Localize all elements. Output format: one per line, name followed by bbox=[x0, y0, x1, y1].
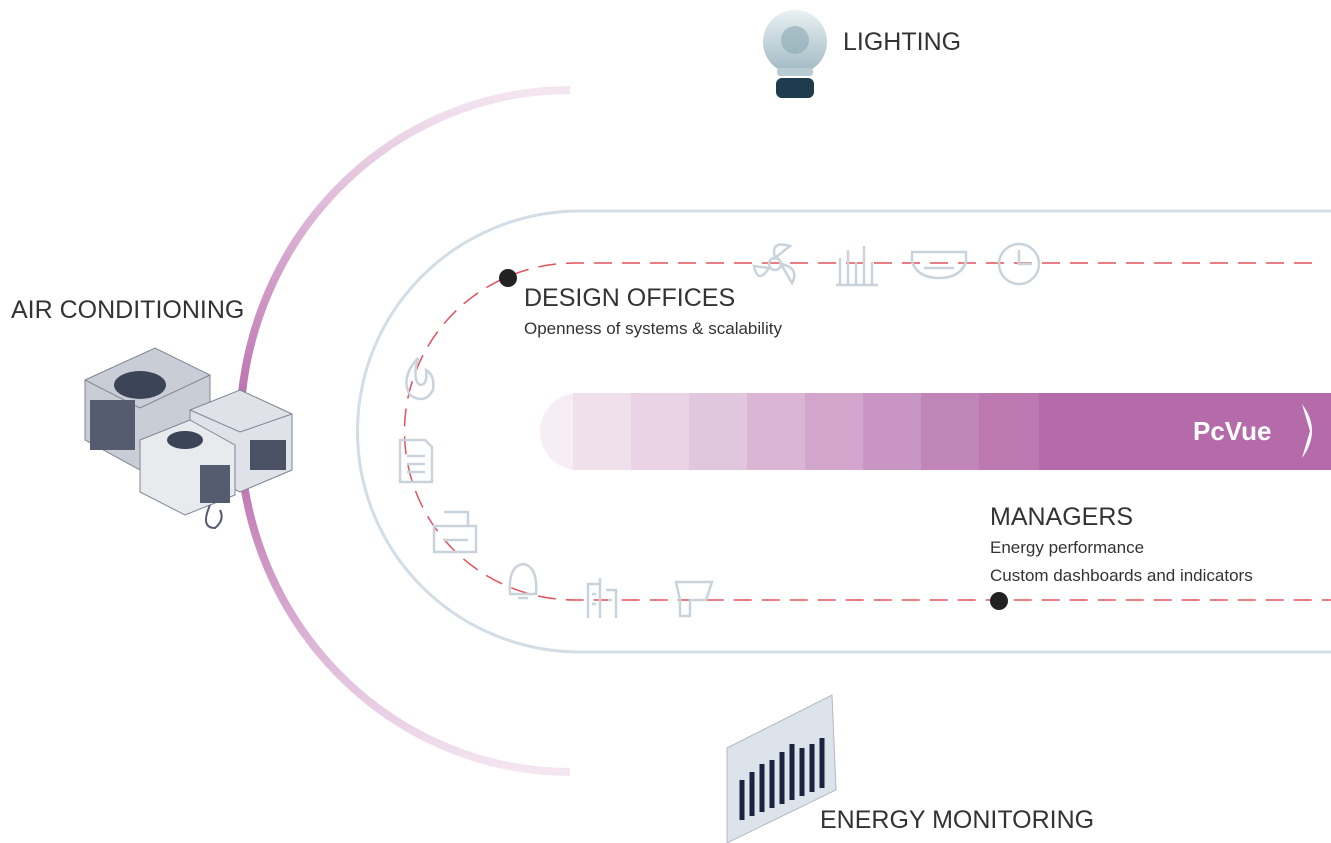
design-offices-title: DESIGN OFFICES bbox=[524, 284, 735, 312]
ac-title: AIR CONDITIONING bbox=[11, 296, 244, 324]
diagram: PcVue LIGHTING AI bbox=[0, 0, 1331, 843]
ac-icon bbox=[85, 348, 292, 528]
dot bbox=[499, 269, 517, 287]
dot bbox=[990, 592, 1008, 610]
managers-line: Energy performance bbox=[990, 538, 1144, 557]
lighting-title: LIGHTING bbox=[843, 28, 961, 56]
managers-line: Custom dashboards and indicators bbox=[990, 566, 1253, 585]
managers-title: MANAGERS bbox=[990, 503, 1133, 531]
lightbulb-icon bbox=[763, 10, 827, 98]
energy-monitoring-title: ENERGY MONITORING bbox=[820, 806, 1094, 834]
logo: PcVue bbox=[1193, 416, 1272, 446]
design-offices-subtitle: Openness of systems & scalability bbox=[524, 319, 782, 338]
